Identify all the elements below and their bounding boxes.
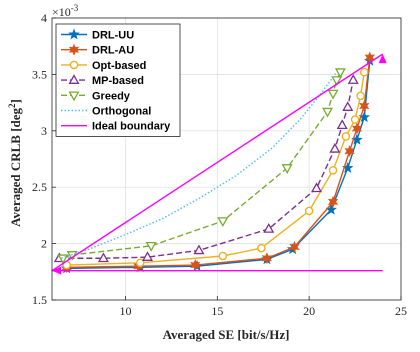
legend-label: Greedy (92, 90, 131, 102)
data-point (68, 43, 80, 56)
arrow-head-up (378, 54, 387, 64)
series-line (59, 79, 354, 259)
y-exponent-label: ×10-3 (52, 3, 79, 19)
data-point (257, 243, 266, 253)
series-group (51, 51, 387, 275)
legend-entry-greedy: Greedy (61, 90, 131, 102)
x-tick-label: 25 (395, 304, 407, 318)
data-point (145, 242, 157, 252)
data-point (322, 107, 334, 118)
legend: DRL-UU DRL-AU Opt-based MP-based Greedy Ortho… (55, 23, 181, 137)
legend-entry-drl-uu: DRL-UU (61, 28, 134, 42)
legend-entry-mp-based: MP-based (61, 74, 144, 87)
data-point (344, 145, 355, 158)
legend-label: Orthogonal (92, 106, 151, 118)
y-tick-label: 3 (41, 124, 47, 138)
data-point (334, 68, 346, 79)
legend-entry-drl-au: DRL-AU (61, 43, 134, 57)
data-point (351, 122, 363, 135)
data-point (331, 76, 343, 86)
x-tick-label: 20 (303, 304, 315, 318)
data-point (261, 252, 273, 265)
y-tick-label: 4 (41, 11, 47, 25)
data-point (69, 60, 79, 70)
data-point (336, 119, 348, 130)
y-tick-label: 1.5 (32, 293, 47, 307)
data-point (327, 89, 339, 100)
data-point (142, 251, 154, 261)
data-point (68, 28, 80, 40)
data-point (193, 244, 205, 255)
data-point (289, 241, 300, 253)
data-point (359, 67, 369, 77)
legend-label: MP-based (92, 75, 144, 87)
legend-label: Ideal boundary (92, 121, 171, 133)
data-point (97, 252, 109, 263)
data-point (347, 74, 359, 84)
data-point (304, 206, 314, 216)
x-tick-label: 15 (211, 304, 223, 318)
series-orthogonal (60, 71, 338, 259)
y-tick-label: 3.5 (32, 67, 47, 81)
legend-entry-orthogonal: Orthogonal (61, 106, 151, 118)
legend-entry-ideal-boundary: Ideal boundary (61, 121, 171, 133)
y-axis-label: Averaged CRLB [deg2] (7, 99, 23, 227)
data-point (263, 223, 275, 233)
series-line (66, 60, 371, 270)
data-point (359, 100, 370, 112)
legend-label: Opt-based (92, 60, 146, 72)
data-point (356, 91, 365, 101)
data-point (218, 251, 228, 261)
y-tick-label: 2 (41, 237, 47, 251)
legend-label: DRL-AU (92, 45, 134, 57)
y-tick-label: 2.5 (32, 180, 47, 194)
data-point (350, 115, 360, 124)
axis-ticks: 10 15 20 25 1.5 2 2.5 3 3.5 4 (32, 11, 407, 318)
legend-label: DRL-UU (92, 30, 134, 42)
data-point (342, 101, 354, 111)
x-axis-label: Averaged SE [bit/s/Hz] (163, 327, 290, 342)
arrow-head-left (52, 266, 61, 275)
data-point (68, 91, 80, 102)
legend-entry-opt-based: Opt-based (61, 60, 146, 72)
data-point (310, 182, 323, 193)
data-point (327, 195, 339, 208)
series-mp-based (53, 74, 359, 263)
data-point (341, 132, 351, 141)
data-point (281, 164, 293, 174)
data-point (68, 74, 80, 84)
series-line (60, 71, 338, 259)
plot-frame (51, 17, 402, 301)
series-line (66, 57, 371, 268)
data-point (328, 165, 338, 175)
data-point (135, 258, 145, 268)
data-point (217, 217, 229, 227)
x-tick-label: 10 (119, 304, 131, 318)
data-point (329, 142, 341, 153)
